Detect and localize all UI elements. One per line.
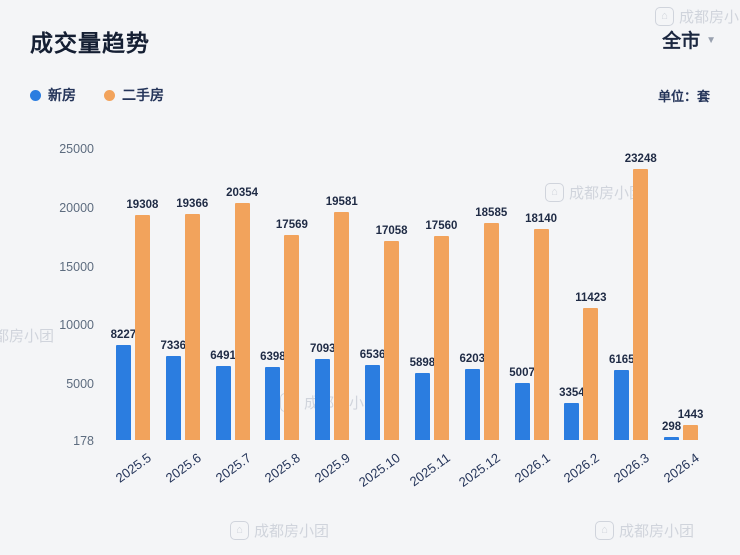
y-axis-tick: 5000 [66, 377, 94, 392]
watermark: ⌂ 成都房小团 [230, 520, 329, 541]
chevron-down-icon: ▼ [706, 35, 716, 46]
watermark: ⌂ 成都房小团 [595, 520, 694, 541]
bar-value-label: 17560 [425, 219, 458, 232]
bar-new-home-2026.2 [564, 402, 580, 440]
legend-dot-icon [30, 89, 41, 101]
bar-value-label: 8227 [110, 329, 137, 342]
legend-item-new-home[interactable]: 新房 [30, 85, 76, 105]
page-title: 成交量趋势 [30, 30, 150, 56]
bar-value-label: 6491 [210, 349, 236, 362]
bar-value-label: 19581 [325, 195, 358, 208]
y-axis-tick: 20000 [59, 200, 94, 215]
house-logo-icon: ⌂ [230, 521, 249, 540]
bar-value-label: 18140 [525, 212, 558, 225]
city-scope-label: 全市 [662, 31, 701, 52]
legend-label: 二手房 [122, 87, 164, 103]
bar-new-home-2026.1 [514, 383, 530, 440]
bar-resale-home-2026.3 [633, 168, 649, 440]
bar-value-label: 19366 [176, 198, 209, 211]
bar-resale-home-2025.10 [384, 241, 400, 440]
bar-new-home-2025.11 [414, 372, 430, 440]
bar-value-label: 20354 [226, 186, 259, 199]
chart-legend: 新房 二手房 [30, 85, 164, 105]
bar-resale-home-2026.4 [683, 425, 699, 440]
unit-label: 单位：套 [657, 88, 710, 104]
bar-resale-home-2025.7 [234, 202, 250, 440]
bar-value-label: 17569 [275, 219, 308, 232]
bar-value-label: 6165 [608, 353, 635, 366]
legend-dot-icon [104, 89, 115, 101]
house-logo-icon: ⌂ [545, 183, 564, 202]
watermark: ⌂ 成都房小团 [545, 182, 644, 203]
bar-value-label: 7336 [160, 339, 187, 352]
bar-new-home-2025.8 [265, 366, 281, 440]
bar-value-label: 3354 [559, 386, 585, 399]
bar-new-home-2026.3 [614, 369, 630, 440]
legend-label: 新房 [48, 87, 76, 103]
chart-header: 成交量趋势 全市 ▼ [30, 24, 716, 58]
bar-new-home-2025.7 [215, 365, 231, 440]
bar-resale-home-2025.9 [334, 211, 350, 440]
watermark-text: 成都房小团 [569, 185, 645, 202]
watermark-text: 成都房小团 [679, 9, 740, 26]
bar-value-label: 23248 [624, 152, 657, 165]
bar-value-label: 6398 [260, 350, 286, 363]
bar-new-home-2025.6 [165, 355, 181, 440]
legend-item-resale-home[interactable]: 二手房 [104, 85, 164, 105]
bar-resale-home-2026.1 [533, 228, 549, 440]
y-axis-tick: 10000 [59, 318, 94, 333]
bar-resale-home-2026.2 [583, 307, 599, 440]
watermark-text: 成都房小团 [619, 523, 695, 540]
y-axis-tick: 178 [73, 434, 94, 448]
y-axis-tick: 15000 [59, 259, 94, 274]
watermark-text: 成都房小团 [0, 328, 55, 345]
bar-new-home-2025.10 [365, 365, 381, 440]
plot-area: 178 5000 10000 15000 20000 25000 8227 19308 2025… [59, 142, 706, 490]
bar-value-label: 5007 [509, 367, 535, 380]
house-logo-icon: ⌂ [655, 7, 674, 26]
bar-value-label: 17058 [375, 225, 408, 238]
bar-new-home-2025.9 [315, 358, 331, 440]
legend-row: 新房 二手房 单位：套 [30, 85, 710, 105]
bar-new-home-2026.4 [664, 437, 680, 440]
bar-resale-home-2025.6 [184, 214, 200, 440]
city-scope-selector[interactable]: 全市 ▼ [662, 26, 716, 53]
watermark: ⌂成都房小团 [0, 325, 54, 346]
bar-resale-home-2025.11 [433, 235, 449, 440]
watermark: ⌂ 成都房小团 [655, 6, 740, 27]
bar-value-label: 18585 [475, 207, 508, 220]
bar-value-label: 298 [661, 421, 682, 433]
bar-value-label: 11423 [575, 291, 607, 304]
bar-value-label: 5898 [409, 356, 436, 369]
bar-resale-home-2025.12 [483, 223, 499, 440]
bar-value-label: 6536 [359, 349, 386, 362]
bar-resale-home-2025.5 [134, 214, 150, 440]
bar-value-label: 6203 [459, 353, 486, 366]
bar-resale-home-2025.8 [284, 235, 300, 440]
bar-value-label: 7093 [309, 342, 336, 355]
bar-new-home-2025.12 [464, 369, 480, 440]
watermark-text: 成都房小团 [254, 523, 330, 540]
bar-value-label: 19308 [126, 198, 159, 211]
house-logo-icon: ⌂ [595, 521, 614, 540]
y-axis-tick: 25000 [59, 142, 94, 156]
bar-value-label: 1443 [677, 409, 704, 422]
bar-new-home-2025.5 [115, 345, 131, 440]
